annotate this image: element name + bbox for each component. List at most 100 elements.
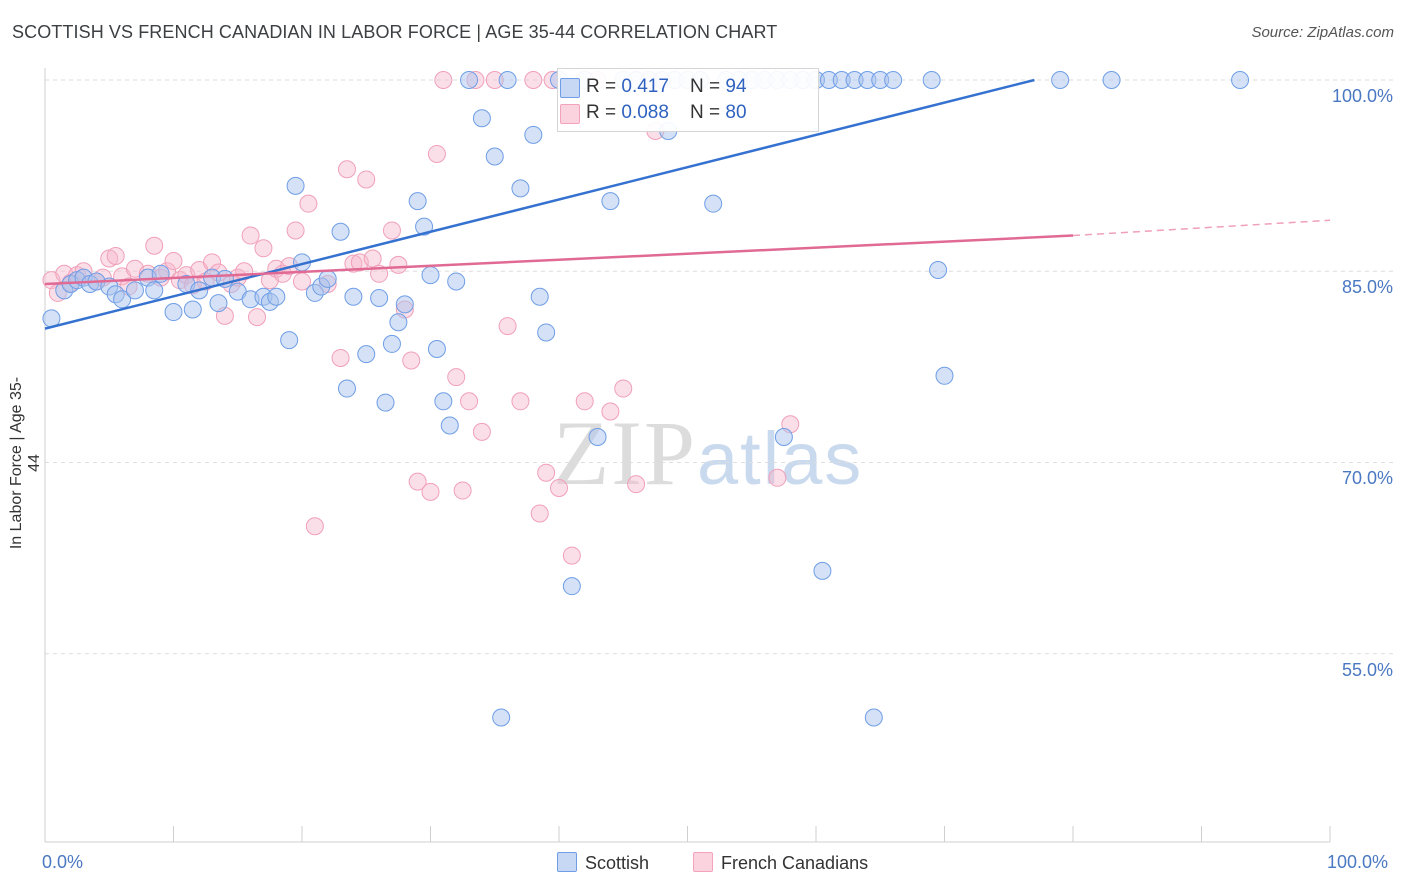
scottish-point xyxy=(331,222,350,241)
scottish-point xyxy=(382,334,401,353)
scottish-point xyxy=(145,281,164,300)
french-canadians-trend-extension xyxy=(1072,219,1331,237)
french-canadians-point xyxy=(145,236,164,255)
french-canadians-point xyxy=(248,308,267,327)
legend-row-french: R = 0.088 N = 80 xyxy=(560,102,747,126)
legend-n-scottish: 94 xyxy=(725,76,747,97)
french-canadians-point xyxy=(460,392,479,411)
french-canadians-point xyxy=(562,546,581,565)
scottish-point xyxy=(562,577,581,596)
scottish-point xyxy=(524,125,543,144)
watermark-zip: ZIP xyxy=(553,402,697,504)
french-canadians-point xyxy=(472,422,491,441)
french-canadians-point xyxy=(389,255,408,274)
scottish-point xyxy=(415,217,434,236)
french-canadians-point xyxy=(299,194,318,213)
french-canadians-trend-line xyxy=(44,234,1074,286)
bottom-legend-swatch-scottish xyxy=(557,852,577,872)
scottish-point xyxy=(164,303,183,322)
scottish-point xyxy=(929,260,948,279)
scottish-point xyxy=(864,708,883,727)
y-tick-label: 55.0% xyxy=(1341,660,1393,680)
french-canadians-point xyxy=(344,254,363,273)
french-canadians-point xyxy=(106,246,125,265)
scottish-point xyxy=(183,300,202,319)
french-canadians-point xyxy=(627,475,646,494)
scottish-point xyxy=(318,269,337,288)
scottish-point xyxy=(1102,71,1121,89)
scottish-point xyxy=(440,416,459,435)
legend-row-scottish: R = 0.417 N = 94 xyxy=(560,76,747,100)
scottish-point xyxy=(460,71,479,89)
scottish-point xyxy=(704,194,723,213)
scottish-point xyxy=(434,392,453,411)
french-canadians-point xyxy=(550,479,568,497)
trend-lines xyxy=(44,78,1331,330)
scottish-point xyxy=(389,313,408,332)
chart-title: SCOTTISH VS FRENCH CANADIAN IN LABOR FOR… xyxy=(12,22,778,42)
scottish-point xyxy=(376,393,395,412)
scottish-point xyxy=(588,428,607,446)
french-canadians-point xyxy=(601,402,620,421)
scottish-point xyxy=(511,179,530,198)
scottish-point xyxy=(922,71,941,89)
french-canadians-point xyxy=(427,144,446,163)
watermark: ZIPatlas xyxy=(553,400,863,506)
scottish-point xyxy=(427,340,446,359)
legend-n-label: N = xyxy=(690,76,726,97)
scottish-point xyxy=(1051,71,1070,89)
legend-swatch-french xyxy=(560,104,580,124)
french-canadians-point xyxy=(537,463,556,482)
scottish-point xyxy=(337,379,356,398)
legend-r-label: R = xyxy=(586,76,622,97)
french-canadians-point xyxy=(254,239,273,258)
scottish-point xyxy=(408,192,427,211)
french-canadians-point xyxy=(453,481,472,500)
bottom-legend-label-scottish: Scottish xyxy=(585,853,650,873)
french-canadians-point xyxy=(614,379,633,398)
french-canadians-point xyxy=(421,482,440,501)
french-canadians-point xyxy=(768,468,787,487)
french-canadians-point xyxy=(363,249,382,268)
scottish-point xyxy=(370,289,389,308)
scottish-point xyxy=(935,366,954,385)
scottish-point xyxy=(209,294,228,313)
french-canadians-point xyxy=(305,517,324,536)
french-canadians-point xyxy=(286,221,305,240)
scottish-point xyxy=(395,295,414,314)
source-label: Source: ZipAtlas.com xyxy=(1251,24,1394,41)
scottish-point xyxy=(813,561,832,580)
bottom-legend-label-french: French Canadians xyxy=(721,853,869,873)
french-canadians-point xyxy=(447,368,466,387)
french-canadians-point xyxy=(530,504,549,523)
scottish-point xyxy=(421,266,440,285)
legend-r-label: R = xyxy=(586,102,622,123)
french-canadians-point xyxy=(524,71,543,89)
legend-r-french: 0.088 xyxy=(621,102,669,123)
scottish-point xyxy=(537,323,556,342)
french-canadians-point xyxy=(575,392,594,411)
scottish-point xyxy=(113,290,132,309)
y-tick-label: 70.0% xyxy=(1341,468,1393,488)
stats-legend: R = 0.417 N = 94 R = 0.088 N = 80 xyxy=(557,68,819,132)
scottish-points xyxy=(42,71,1250,727)
bottom-legend-scottish[interactable]: Scottish xyxy=(557,852,649,874)
french-canadians-point xyxy=(331,348,350,367)
scottish-point xyxy=(774,428,793,446)
scottish-point xyxy=(492,708,511,727)
french-canadians-point xyxy=(241,226,260,245)
x-tick-label-max: 100.0% xyxy=(1327,852,1389,872)
french-canadians-point xyxy=(434,71,453,89)
axes xyxy=(44,68,1331,843)
bottom-legend-french[interactable]: French Canadians xyxy=(693,852,868,874)
french-canadians-point xyxy=(402,351,421,370)
french-canadians-point xyxy=(357,170,376,189)
french-canadians-point xyxy=(164,252,183,271)
scottish-point xyxy=(601,192,620,211)
legend-n-french: 80 xyxy=(725,102,747,123)
y-tick-label: 85.0% xyxy=(1341,277,1393,297)
scottish-point xyxy=(280,331,299,350)
scottish-trend-line xyxy=(44,78,1035,330)
scottish-point xyxy=(357,345,376,364)
